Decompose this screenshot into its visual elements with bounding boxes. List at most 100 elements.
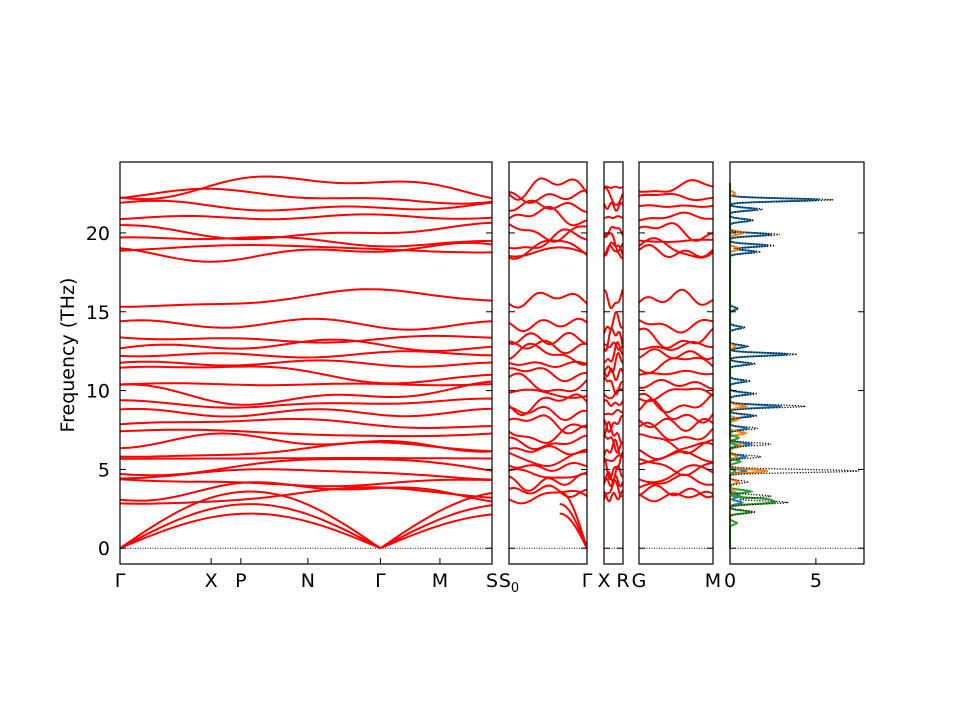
phonon-band-2-1 (604, 187, 623, 206)
phonon-band-0-11 (120, 338, 492, 352)
phonon-band-0-15 (120, 382, 492, 387)
phonon-band-2-5 (604, 232, 623, 253)
phonon-band-3-3 (639, 211, 713, 222)
acoustic-branch-0 (379, 491, 492, 550)
phonon-band-1-14 (509, 367, 587, 383)
phonon-band-3-14 (639, 369, 713, 376)
phonon-band-0-0 (120, 175, 492, 201)
acoustic-branch-0 (559, 490, 587, 549)
phonon-band-0-24 (120, 458, 492, 477)
phonon-band-0-8 (120, 288, 492, 308)
panel-seg4-frame (638, 161, 714, 565)
phonon-band-0-20 (120, 428, 492, 438)
panel-seg4-bands (639, 179, 713, 549)
y-tick-label: 15 (86, 302, 110, 324)
acoustic-branch-1 (586, 545, 587, 549)
acoustic-branch-1 (250, 503, 381, 550)
phonon-band-0-18 (120, 407, 492, 418)
phonon-band-1-11 (509, 339, 587, 355)
x-tick-label: M (432, 570, 448, 592)
acoustic-branch-2 (559, 512, 587, 549)
phonon-band-3-8 (639, 288, 713, 306)
phonon-band-3-9 (639, 319, 713, 334)
phonon-band-1-12 (509, 342, 587, 366)
x-tick-label: G (632, 570, 647, 592)
panel-seg3-frame (603, 161, 624, 565)
phonon-band-2-28 (604, 490, 623, 503)
acoustic-branch-0 (120, 490, 251, 550)
phonon-band-0-3 (120, 213, 492, 221)
panel-seg1-bands (120, 175, 492, 550)
phonon-band-3-1 (639, 192, 713, 202)
phonon-band-1-24 (509, 461, 587, 472)
phonon-band-3-20 (639, 421, 713, 441)
y-axis-label: Frequency (THz) (57, 278, 79, 433)
phonon-band-3-28 (639, 490, 713, 503)
phonon-band-2-16 (604, 387, 623, 400)
phonon-band-0-22 (120, 441, 492, 458)
phonon-band-3-16 (639, 387, 713, 403)
phonon-band-1-28 (509, 489, 587, 505)
phonon-band-0-27 (120, 481, 492, 503)
phonon-band-2-14 (604, 367, 623, 382)
phonon-band-2-3 (604, 215, 623, 219)
phonon-band-1-2 (509, 199, 587, 213)
phonon-band-3-2 (639, 204, 713, 208)
phonon-band-2-18 (604, 409, 623, 416)
phonon-band-1-21 (509, 434, 587, 451)
phonon-band-3-5 (639, 238, 713, 243)
dos-panel-frame (729, 161, 865, 565)
phonon-band-1-0 (509, 177, 587, 201)
phonon-band-2-2 (604, 201, 623, 212)
panel-seg2-bands (509, 177, 587, 549)
phonon-band-0-12 (120, 350, 492, 359)
phonon-band-3-10 (639, 327, 713, 350)
phonon-band-1-26 (509, 472, 587, 492)
phonon-band-1-1 (509, 189, 587, 204)
phonon-band-1-9 (509, 317, 587, 333)
acoustic-branch-2 (250, 512, 381, 550)
phonon-band-0-7 (120, 241, 492, 263)
phonon-band-3-11 (639, 340, 713, 351)
phonon-band-1-8 (509, 291, 587, 309)
phonon-band-2-17 (604, 399, 623, 407)
phonon-band-2-26 (604, 474, 623, 488)
phonon-band-1-16 (509, 388, 587, 399)
phonon-band-2-10 (604, 327, 623, 352)
acoustic-branch-0 (250, 490, 381, 550)
dos-series-3 (729, 183, 859, 549)
acoustic-branch-1 (559, 503, 587, 549)
panel-seg2-frame (508, 161, 588, 565)
phonon-band-2-9 (604, 311, 623, 334)
phonon-band-0-19 (120, 418, 492, 430)
phonon-band-0-9 (120, 317, 492, 331)
phonon-band-0-1 (120, 187, 492, 205)
dos-x-tick-label: 5 (810, 570, 822, 592)
acoustic-branch-1 (379, 504, 492, 550)
phonon-band-2-8 (604, 288, 623, 310)
phonon-band-3-13 (639, 356, 713, 374)
x-tick-label: R (616, 570, 629, 592)
phonon-band-3-21 (639, 433, 713, 455)
acoustic-branch-2 (586, 546, 587, 549)
phonon-band-1-10 (509, 331, 587, 346)
phonon-band-0-16 (120, 380, 492, 406)
phonon-band-0-13 (120, 359, 492, 368)
phonon-band-2-12 (604, 341, 623, 364)
acoustic-branch-2 (120, 512, 251, 550)
phonon-band-3-22 (639, 441, 713, 461)
x-tick-label: S0 (499, 570, 519, 596)
phonon-band-3-25 (639, 464, 713, 484)
phonon-band-2-7 (604, 244, 623, 260)
phonon-band-1-27 (509, 484, 587, 499)
phonon-band-2-20 (604, 420, 623, 445)
dos-x-tick-label: 0 (724, 570, 736, 592)
phonon-band-3-17 (639, 392, 713, 414)
phonon-band-1-18 (509, 405, 587, 422)
panel-seg1-frame (119, 161, 493, 565)
panel-seg3-bands (604, 185, 623, 549)
x-tick-label: Γ (115, 570, 126, 592)
phonon-band-1-17 (509, 393, 587, 417)
